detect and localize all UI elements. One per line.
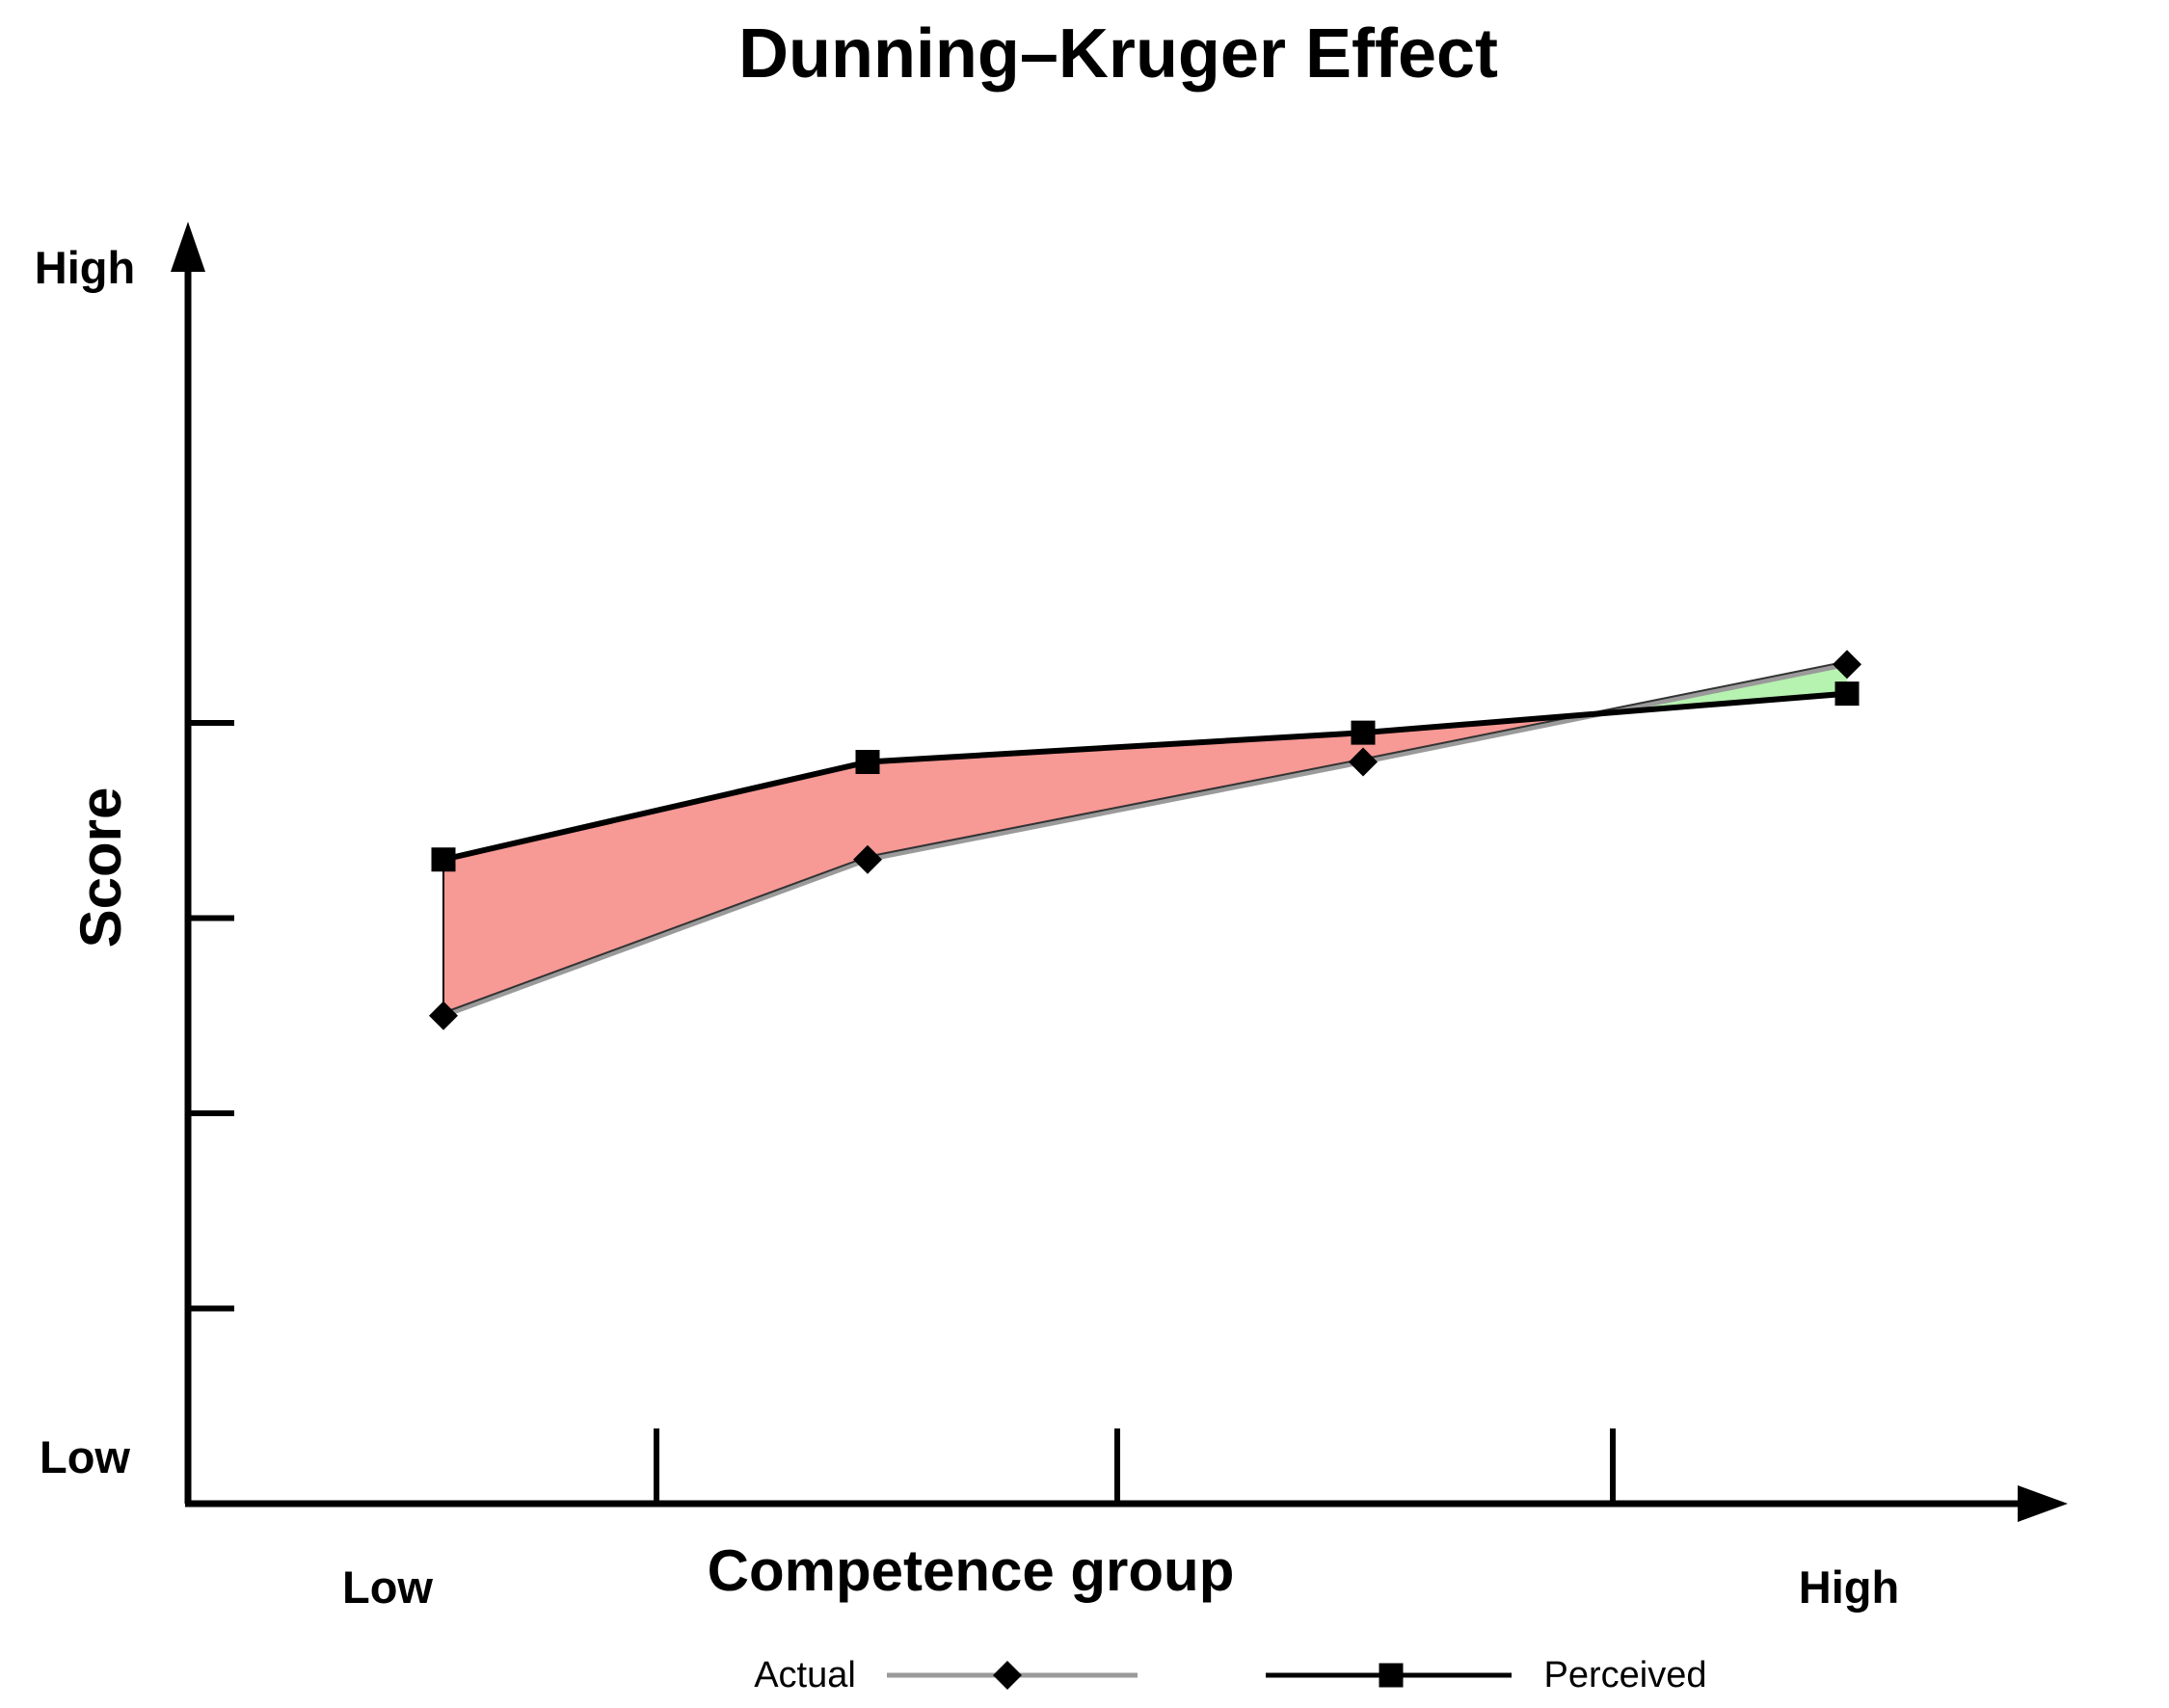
legend-marker-perceived xyxy=(1379,1663,1404,1688)
axes xyxy=(171,222,2068,1522)
actual-point-2 xyxy=(853,844,882,874)
x-axis-title: Competence group xyxy=(708,1538,1235,1603)
actual-point-4 xyxy=(1833,650,1861,680)
perceived-point-1 xyxy=(431,847,456,872)
y-axis-title: Score xyxy=(68,787,133,948)
perceived-point-3 xyxy=(1351,720,1376,745)
legend-label-perceived: Perceived xyxy=(1544,1655,1707,1695)
overestimate-area xyxy=(443,712,1605,1016)
chart-title: Dunning–Kruger Effect xyxy=(738,15,1498,93)
legend-label-actual: Actual xyxy=(754,1655,856,1695)
legend: Actual Perceived xyxy=(754,1655,1706,1695)
x-tick-label-low: Low xyxy=(342,1561,433,1613)
actual-point-3 xyxy=(1349,747,1378,777)
perceived-point-4 xyxy=(1834,681,1860,707)
perceived-point-2 xyxy=(855,750,880,774)
x-tick-label-high: High xyxy=(1799,1561,1899,1613)
y-axis-arrow xyxy=(171,222,205,272)
legend-marker-actual xyxy=(993,1661,1022,1690)
actual-point-1 xyxy=(429,1001,458,1030)
series-lines xyxy=(442,660,1848,1019)
series-markers xyxy=(429,650,1861,1030)
x-axis-arrow xyxy=(2018,1485,2068,1522)
perceived-line xyxy=(442,690,1848,863)
gap-fills xyxy=(442,664,1847,1016)
y-tick-label-low: Low xyxy=(40,1431,130,1482)
y-tick-label-high: High xyxy=(35,242,135,293)
